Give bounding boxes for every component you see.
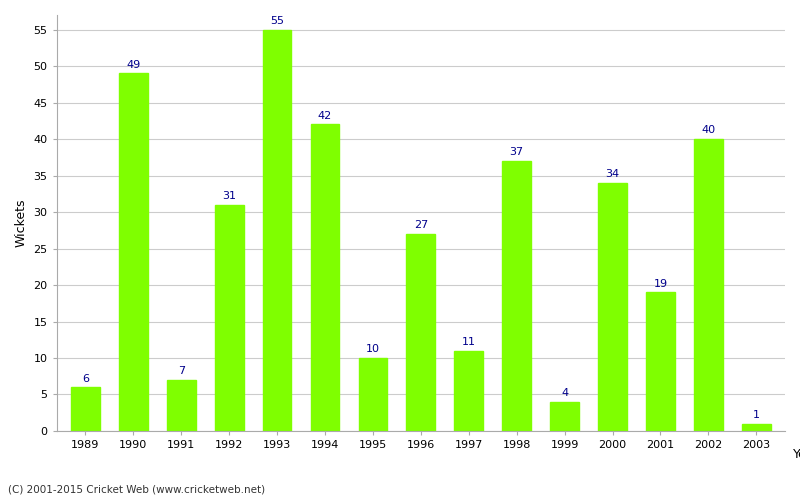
Text: 19: 19 [654,278,667,288]
Text: 1: 1 [753,410,760,420]
Bar [550,402,579,431]
Bar [694,139,722,431]
Text: 10: 10 [366,344,380,354]
Bar [119,74,148,431]
Bar [167,380,196,431]
Text: 27: 27 [414,220,428,230]
Text: 7: 7 [178,366,185,376]
Text: 42: 42 [318,111,332,121]
Bar [454,350,483,431]
Bar [742,424,770,431]
Text: (C) 2001-2015 Cricket Web (www.cricketweb.net): (C) 2001-2015 Cricket Web (www.cricketwe… [8,485,265,495]
Y-axis label: Wickets: Wickets [15,198,28,247]
Bar [598,183,627,431]
Bar [646,292,674,431]
Bar [262,30,291,431]
Bar [215,204,243,431]
Bar [358,358,387,431]
Text: 31: 31 [222,191,236,201]
Bar [406,234,435,431]
Text: 37: 37 [510,148,524,158]
Text: 40: 40 [702,126,715,136]
Text: 55: 55 [270,16,284,26]
Text: 11: 11 [462,337,476,347]
Text: Year: Year [793,448,800,462]
Bar [71,387,100,431]
Bar [502,161,531,431]
Text: 6: 6 [82,374,89,384]
Text: 4: 4 [561,388,568,398]
Text: 49: 49 [126,60,141,70]
Text: 34: 34 [606,169,619,179]
Bar [310,124,339,431]
